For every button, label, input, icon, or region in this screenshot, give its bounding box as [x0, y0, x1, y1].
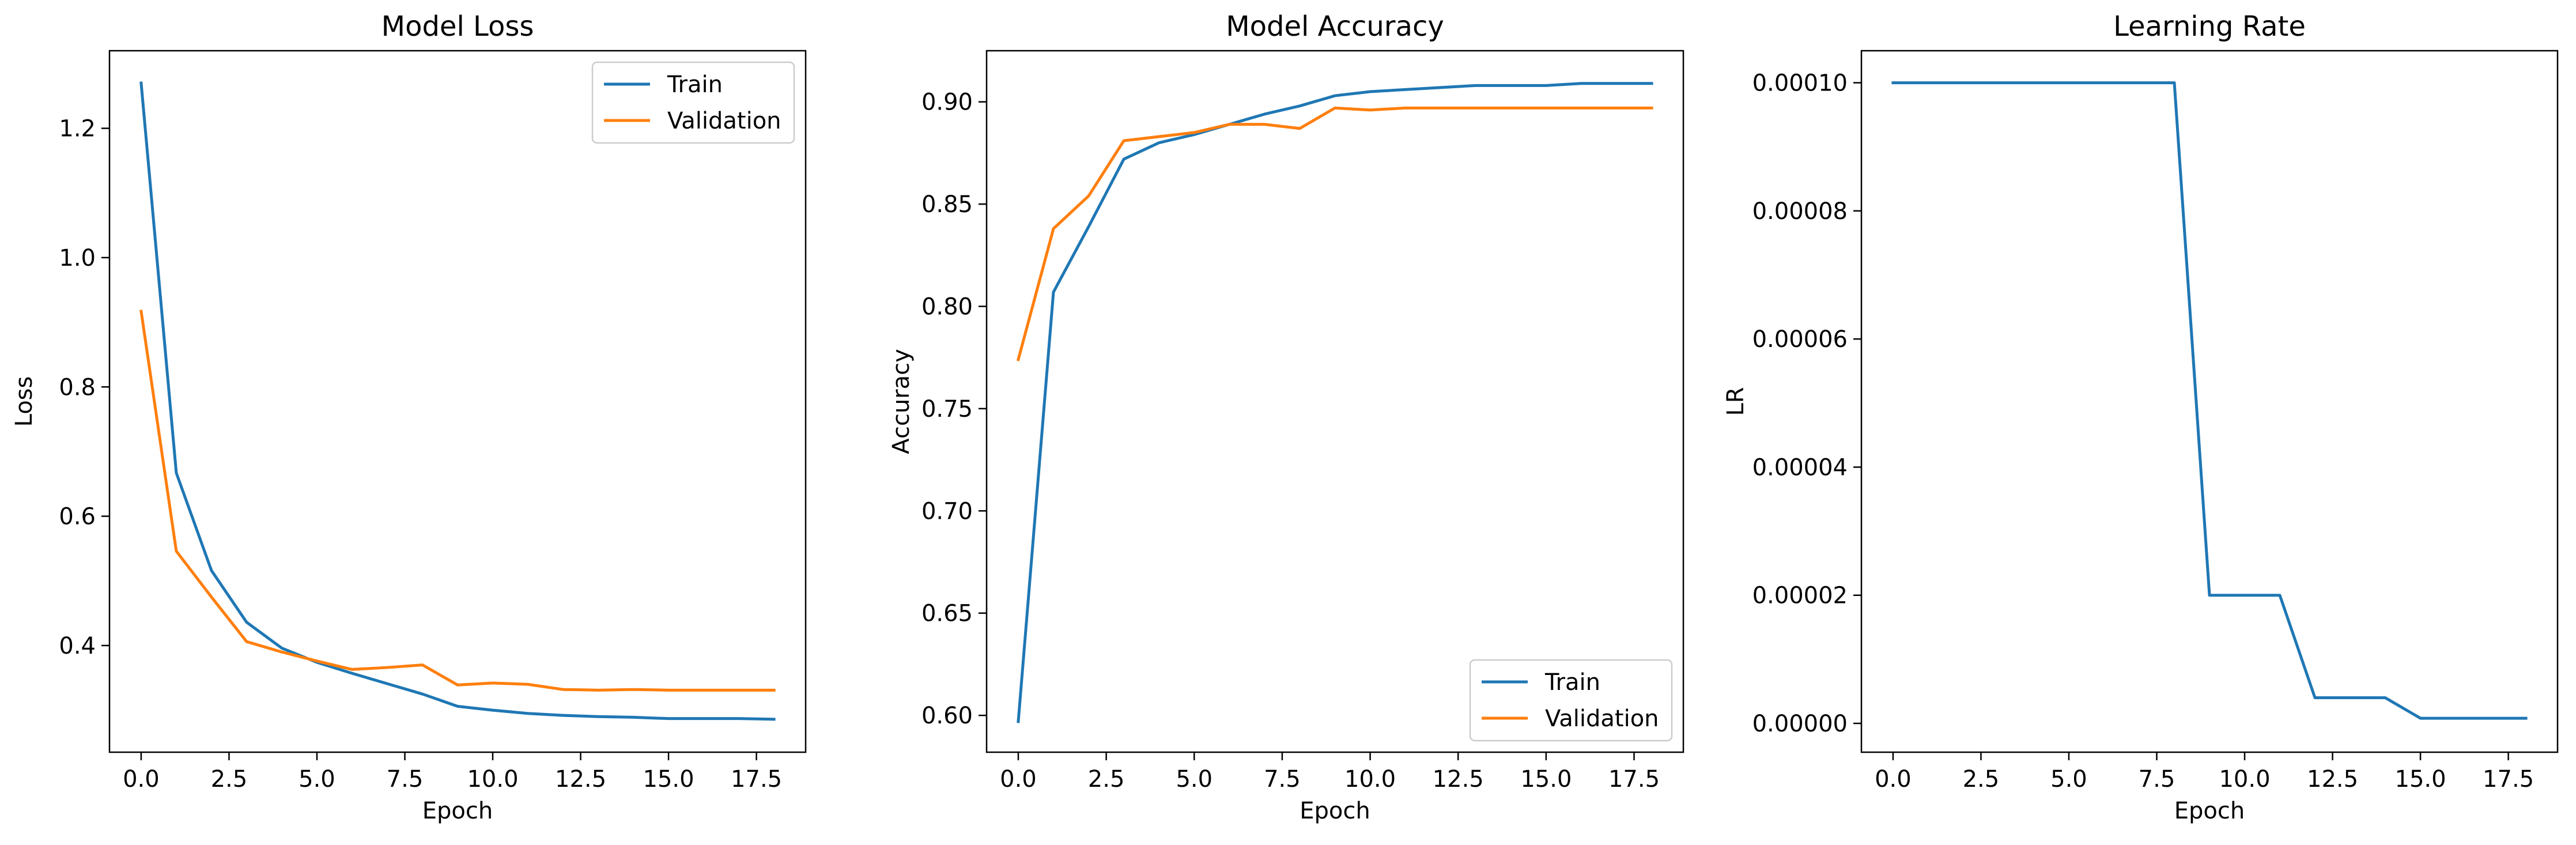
y-tick-label: 0.00010 [1752, 70, 1848, 97]
series-line-validation [139, 310, 776, 692]
x-tick-label: 17.5 [2483, 766, 2534, 793]
y-axis-label: Accuracy [888, 349, 915, 454]
legend-label-validation: Validation [667, 108, 781, 134]
x-axis-label: Epoch [1300, 798, 1370, 824]
y-tick-label: 0.70 [921, 498, 973, 525]
plot-frame [1860, 50, 2559, 753]
legend-label-validation: Validation [1545, 706, 1659, 732]
y-tick-label: 0.8 [59, 374, 96, 401]
plot-frame [108, 50, 807, 753]
x-tick-label: 2.5 [1088, 766, 1125, 793]
y-tick-label: 0.85 [921, 191, 973, 218]
x-tick-label: 0.0 [1000, 766, 1037, 793]
chart-title: Learning Rate [2113, 10, 2306, 43]
legend-box [591, 61, 795, 144]
chart-title: Model Loss [382, 10, 534, 43]
legend-box [1469, 659, 1673, 742]
x-tick-label: 7.5 [387, 766, 424, 793]
x-tick-label: 10.0 [467, 766, 518, 793]
series-line-train [1017, 82, 1653, 723]
plot-frame [985, 50, 1684, 753]
chart-title: Model Accuracy [1226, 10, 1444, 43]
legend-label-train: Train [667, 71, 723, 98]
x-tick-label: 5.0 [2050, 766, 2087, 793]
y-tick-label: 1.0 [59, 245, 96, 271]
series-line-validation [1016, 106, 1653, 361]
y-tick-label: 0.00006 [1752, 326, 1848, 353]
x-tick-label: 2.5 [1963, 766, 2000, 793]
y-tick-label: 0.60 [921, 703, 973, 729]
legend-label-train: Train [1544, 669, 1600, 696]
y-tick-label: 0.00004 [1752, 454, 1848, 481]
y-tick-label: 0.00000 [1752, 711, 1848, 737]
x-tick-label: 10.0 [2219, 766, 2270, 793]
y-tick-label: 0.4 [59, 633, 96, 659]
y-tick-label: 0.75 [921, 396, 973, 423]
x-tick-label: 15.0 [1520, 766, 1572, 793]
series-line-lr [1891, 81, 2528, 720]
x-tick-label: 0.0 [123, 766, 160, 793]
x-tick-label: 5.0 [299, 766, 335, 793]
x-tick-label: 17.5 [731, 766, 782, 793]
x-tick-label: 0.0 [1875, 766, 1912, 793]
x-axis-label: Epoch [2174, 798, 2245, 824]
x-tick-label: 7.5 [1264, 766, 1301, 793]
x-tick-label: 15.0 [2395, 766, 2446, 793]
x-axis-label: Epoch [422, 798, 493, 824]
y-tick-label: 0.90 [921, 89, 973, 116]
series-line-train [139, 81, 776, 721]
x-tick-label: 15.0 [643, 766, 694, 793]
y-axis-label: Loss [11, 376, 37, 427]
y-tick-label: 1.2 [59, 116, 96, 142]
x-tick-label: 7.5 [2139, 766, 2175, 793]
x-tick-label: 2.5 [211, 766, 248, 793]
y-tick-label: 0.6 [59, 504, 96, 530]
y-tick-label: 0.00008 [1752, 198, 1848, 225]
y-axis-label: LR [1723, 387, 1749, 416]
y-tick-label: 0.65 [921, 601, 973, 627]
x-tick-label: 12.5 [2307, 766, 2358, 793]
x-tick-label: 12.5 [555, 766, 606, 793]
y-tick-label: 0.80 [921, 294, 973, 320]
x-tick-label: 12.5 [1433, 766, 1484, 793]
x-tick-label: 5.0 [1176, 766, 1213, 793]
x-tick-label: 10.0 [1344, 766, 1396, 793]
x-tick-label: 17.5 [1608, 766, 1660, 793]
y-tick-label: 0.00002 [1752, 583, 1848, 609]
